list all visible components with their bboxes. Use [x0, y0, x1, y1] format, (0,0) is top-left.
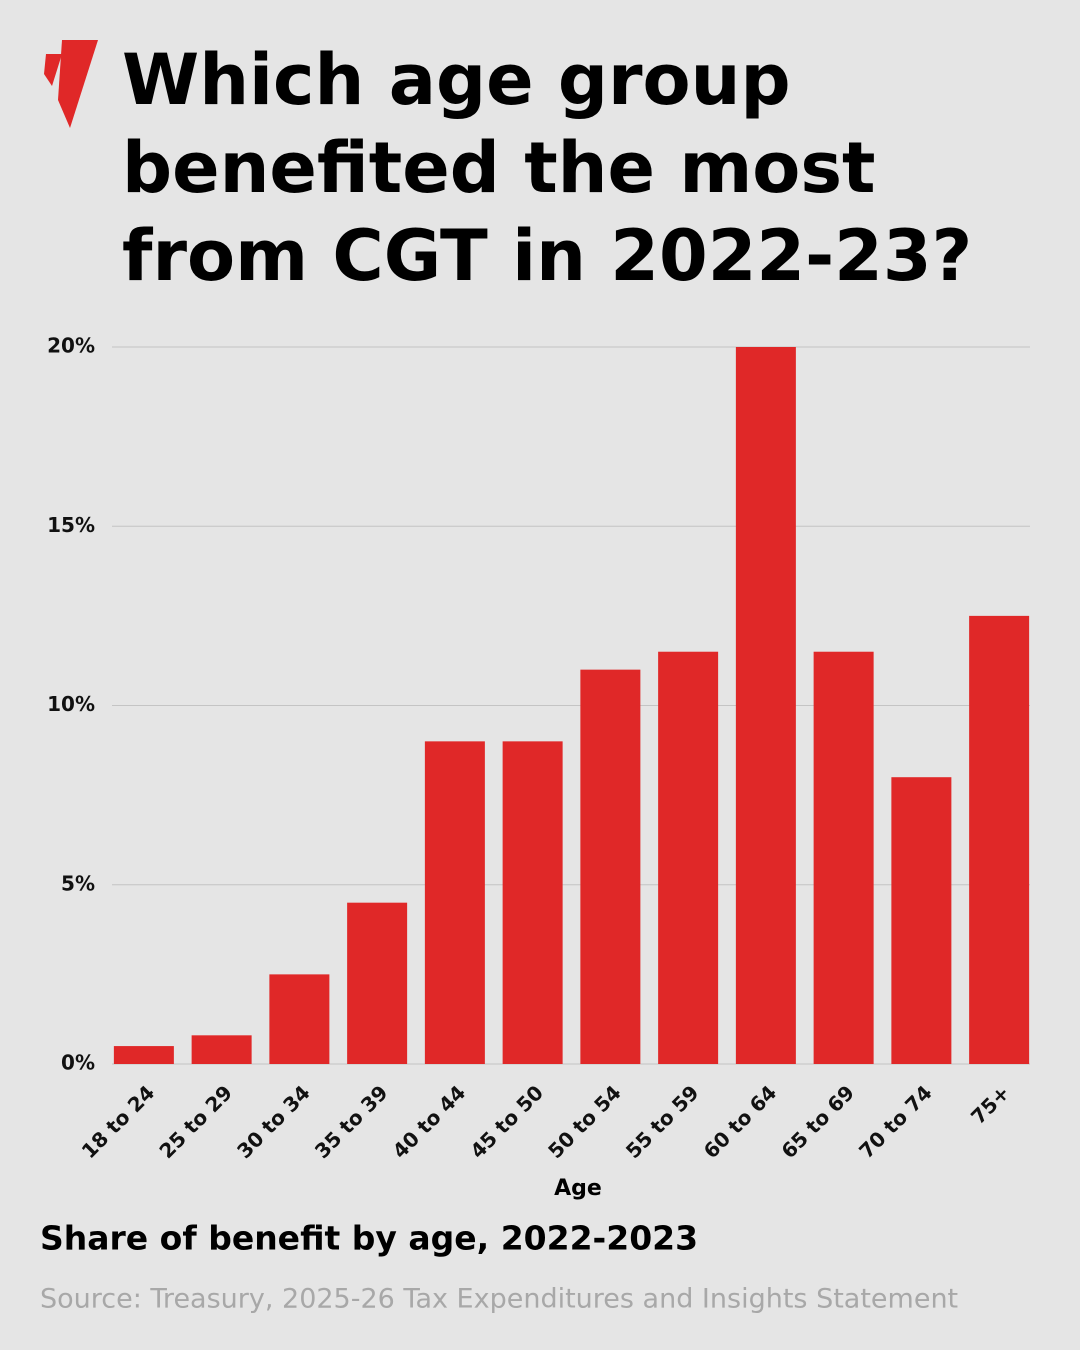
x-tick-label: 35 to 39 — [310, 1080, 393, 1163]
bar — [424, 741, 485, 1064]
bar — [891, 777, 952, 1064]
x-tick-label: 18 to 24 — [77, 1080, 160, 1163]
source: Source: Treasury, 2025-26 Tax Expenditur… — [40, 1284, 958, 1315]
bar — [113, 1046, 174, 1064]
x-tick-label: 50 to 54 — [543, 1080, 626, 1163]
y-tick-label: 5% — [61, 871, 95, 895]
y-tick-label: 15% — [47, 513, 95, 537]
x-tick-label: 65 to 69 — [776, 1080, 859, 1163]
x-tick-label: 55 to 59 — [621, 1080, 704, 1163]
x-tick-label: 75+ — [966, 1080, 1015, 1129]
x-axis-label: Age — [554, 1176, 602, 1201]
bar — [969, 615, 1030, 1064]
bar — [580, 669, 641, 1064]
y-tick-label: 10% — [47, 692, 95, 716]
x-tick-label: 25 to 29 — [154, 1080, 237, 1163]
y-tick-label: 0% — [61, 1051, 95, 1075]
bar — [269, 974, 330, 1064]
x-tick-label: 70 to 74 — [854, 1080, 937, 1163]
bar — [502, 741, 563, 1064]
chart-title: Which age group benefited the most from … — [122, 39, 973, 297]
bar — [191, 1035, 252, 1064]
bar — [658, 651, 719, 1064]
x-tick-label: 40 to 44 — [388, 1080, 471, 1163]
x-tick-label: 60 to 64 — [699, 1080, 782, 1163]
subtitle: Share of benefit by age, 2022-2023 — [40, 1219, 698, 1258]
bar — [735, 347, 796, 1064]
x-tick-label: 30 to 34 — [232, 1080, 315, 1163]
y-tick-label: 20% — [47, 334, 95, 358]
logo — [44, 40, 98, 128]
bar — [813, 651, 874, 1064]
x-tick-label: 45 to 50 — [465, 1080, 548, 1163]
bar — [347, 902, 408, 1064]
